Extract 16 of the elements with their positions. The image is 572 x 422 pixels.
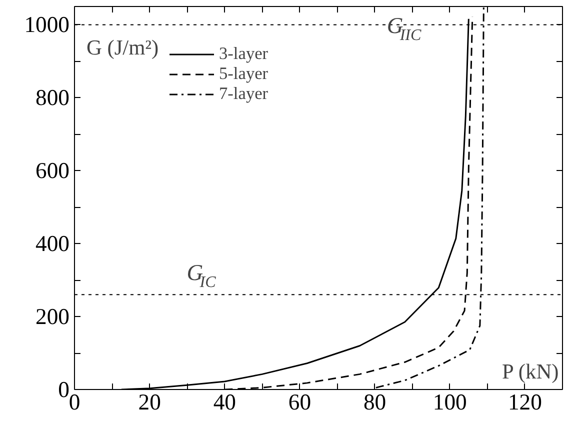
legend-label: 3-layer <box>219 44 268 64</box>
y-tick-label: 1000 <box>24 12 70 38</box>
x-tick-label: 20 <box>138 390 161 414</box>
x-tick-label: 120 <box>508 390 542 414</box>
x-axis-title: P (kN) <box>502 360 559 384</box>
x-tick-label: 40 <box>213 390 236 414</box>
x-tick-label: 80 <box>363 390 386 414</box>
legend-label: 7-layer <box>219 84 268 104</box>
y-tick-label: 800 <box>36 85 70 110</box>
x-tick-label: 100 <box>432 390 467 414</box>
y-tick-label: 600 <box>36 158 70 184</box>
y-tick-label: 200 <box>36 304 70 330</box>
legend-label: 5-layer <box>219 64 268 84</box>
y-tick-label: 400 <box>36 231 70 256</box>
y-axis-title: G (J/m²) <box>86 36 159 60</box>
x-tick-label: 60 <box>288 390 312 414</box>
